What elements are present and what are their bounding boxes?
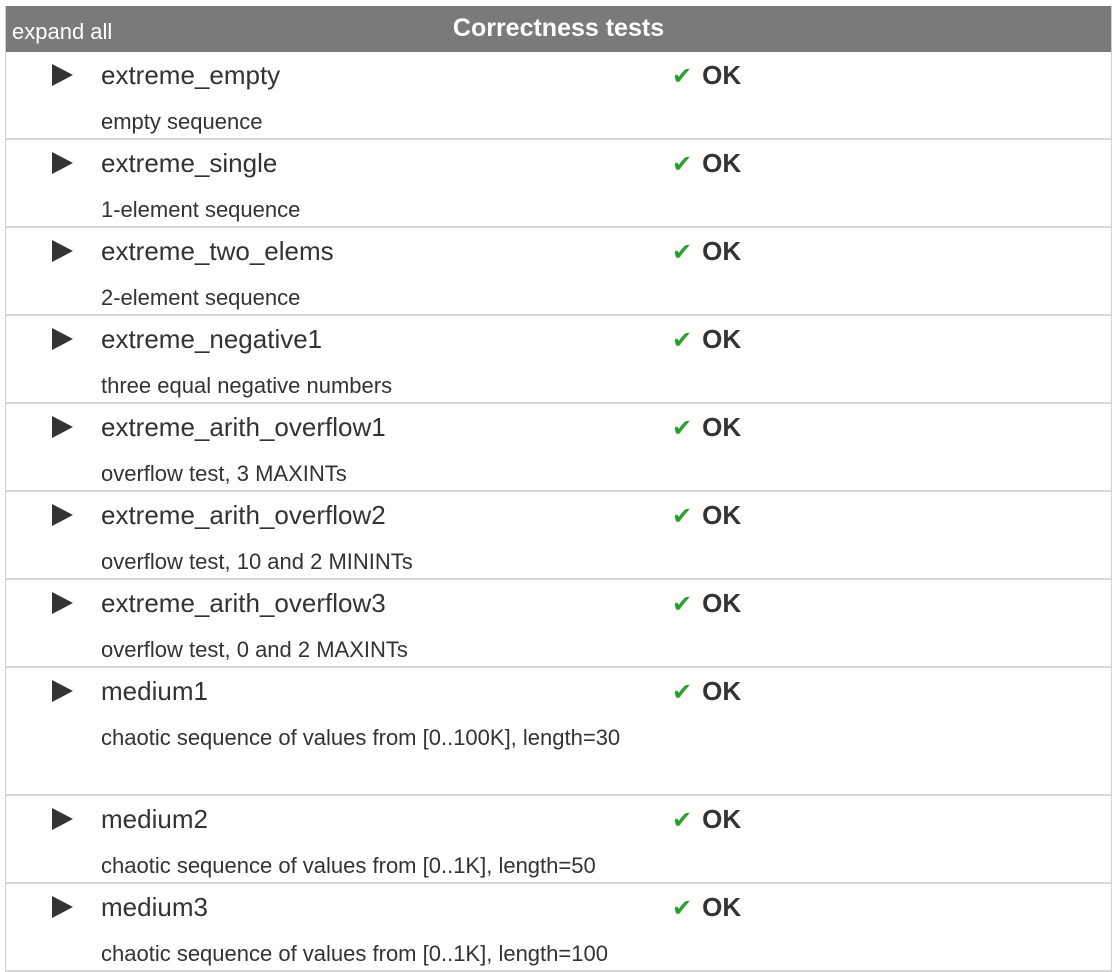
status-label: OK (702, 236, 742, 266)
test-status: ✔ OK (672, 148, 741, 179)
checkmark-icon: ✔ (672, 415, 693, 442)
status-label: OK (702, 804, 742, 834)
checkmark-icon: ✔ (672, 503, 693, 530)
test-row[interactable]: medium3 chaotic sequence of values from … (6, 884, 1111, 972)
checkmark-icon: ✔ (672, 239, 693, 266)
test-status: ✔ OK (672, 892, 741, 923)
test-name: extreme_arith_overflow3 (101, 588, 386, 618)
test-description: 1-element sequence (101, 197, 301, 222)
test-name: extreme_single (101, 148, 278, 178)
checkmark-icon: ✔ (672, 591, 693, 618)
status-label: OK (702, 500, 742, 530)
test-description: three equal negative numbers (101, 373, 393, 398)
test-name: medium3 (101, 892, 208, 922)
checkmark-icon: ✔ (672, 63, 693, 90)
expand-arrow-icon[interactable] (52, 328, 73, 350)
test-status: ✔ OK (672, 588, 741, 619)
test-name: extreme_two_elems (101, 236, 334, 266)
status-label: OK (702, 588, 742, 618)
test-name: medium2 (101, 804, 208, 834)
table-header: expand all Correctness tests (6, 6, 1111, 52)
test-row[interactable]: extreme_two_elems 2-element sequence ✔ OK (6, 228, 1111, 316)
status-label: OK (702, 412, 742, 442)
checkmark-icon: ✔ (672, 895, 693, 922)
test-description: 2-element sequence (101, 285, 301, 310)
test-status: ✔ OK (672, 60, 741, 91)
test-row[interactable]: extreme_single 1-element sequence ✔ OK (6, 140, 1111, 228)
test-name: extreme_arith_overflow1 (101, 412, 386, 442)
test-status: ✔ OK (672, 804, 741, 835)
test-row[interactable]: medium2 chaotic sequence of values from … (6, 796, 1111, 884)
test-description: overflow test, 3 MAXINTs (101, 461, 347, 486)
checkmark-icon: ✔ (672, 679, 693, 706)
test-row[interactable]: extreme_arith_overflow2 overflow test, 1… (6, 492, 1111, 580)
table-title: Correctness tests (452, 14, 665, 42)
test-status: ✔ OK (672, 412, 741, 443)
test-status: ✔ OK (672, 236, 741, 267)
expand-arrow-icon[interactable] (52, 680, 73, 702)
test-status: ✔ OK (672, 500, 741, 531)
expand-arrow-icon[interactable] (52, 592, 73, 614)
test-description: overflow test, 0 and 2 MAXINTs (101, 637, 408, 662)
expand-arrow-icon[interactable] (52, 152, 73, 174)
test-name: extreme_negative1 (101, 324, 323, 354)
test-name: medium1 (101, 676, 208, 706)
checkmark-icon: ✔ (672, 807, 693, 834)
test-name: extreme_arith_overflow2 (101, 500, 386, 530)
expand-arrow-icon[interactable] (52, 896, 73, 918)
correctness-tests-panel: expand all Correctness tests extreme_emp… (5, 6, 1112, 972)
test-status: ✔ OK (672, 324, 741, 355)
test-description: chaotic sequence of values from [0..1K],… (101, 853, 596, 878)
test-row[interactable]: medium1 chaotic sequence of values from … (6, 668, 1111, 796)
test-name: extreme_empty (101, 60, 281, 90)
expand-arrow-icon[interactable] (52, 64, 73, 86)
expand-arrow-icon[interactable] (52, 240, 73, 262)
test-description: overflow test, 10 and 2 MININTs (101, 549, 413, 574)
status-label: OK (702, 676, 742, 706)
checkmark-icon: ✔ (672, 151, 693, 178)
expand-all-link[interactable]: expand all (12, 19, 113, 44)
test-list: extreme_empty empty sequence ✔ OK extreme… (6, 52, 1111, 972)
status-label: OK (702, 60, 742, 90)
test-description: empty sequence (101, 109, 263, 134)
status-label: OK (702, 892, 742, 922)
checkmark-icon: ✔ (672, 327, 693, 354)
test-row[interactable]: extreme_empty empty sequence ✔ OK (6, 52, 1111, 140)
status-label: OK (702, 148, 742, 178)
test-description: chaotic sequence of values from [0..1K],… (101, 941, 608, 966)
test-status: ✔ OK (672, 676, 741, 707)
test-row[interactable]: extreme_negative1 three equal negative n… (6, 316, 1111, 404)
status-label: OK (702, 324, 742, 354)
test-description: chaotic sequence of values from [0..100K… (101, 725, 621, 750)
expand-arrow-icon[interactable] (52, 504, 73, 526)
test-row[interactable]: extreme_arith_overflow3 overflow test, 0… (6, 580, 1111, 668)
expand-arrow-icon[interactable] (52, 416, 73, 438)
test-row[interactable]: extreme_arith_overflow1 overflow test, 3… (6, 404, 1111, 492)
expand-arrow-icon[interactable] (52, 808, 73, 830)
